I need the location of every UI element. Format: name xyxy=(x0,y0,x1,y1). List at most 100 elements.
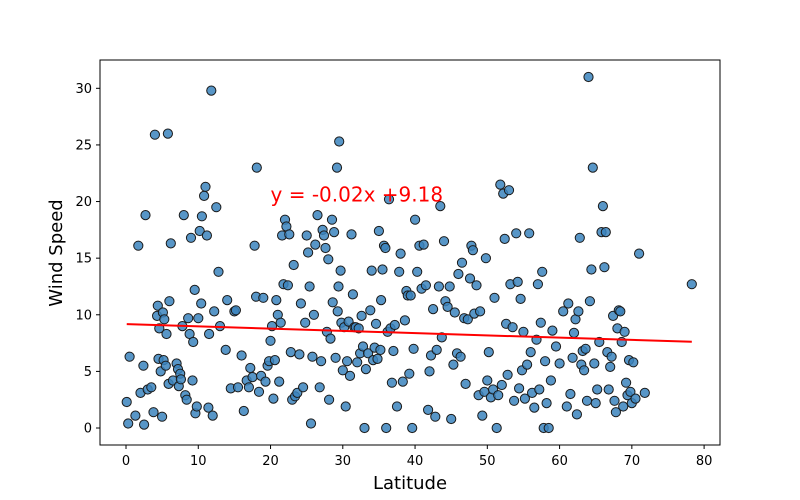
x-tick-label: 50 xyxy=(479,454,496,469)
data-point xyxy=(157,411,168,422)
data-point xyxy=(512,276,523,287)
data-point xyxy=(482,375,493,386)
data-point xyxy=(515,293,526,304)
data-point xyxy=(331,162,343,173)
data-point xyxy=(399,315,410,326)
data-point xyxy=(525,347,536,358)
data-point xyxy=(325,333,336,344)
data-point xyxy=(303,247,314,258)
data-point xyxy=(625,386,636,397)
data-point xyxy=(460,378,471,389)
data-point xyxy=(200,181,211,192)
data-point xyxy=(580,343,591,354)
data-point xyxy=(327,297,338,308)
data-point xyxy=(499,233,510,244)
data-point xyxy=(164,296,175,307)
data-point xyxy=(686,279,697,290)
data-point xyxy=(140,210,151,221)
regression-line xyxy=(126,323,692,343)
data-point xyxy=(610,407,622,418)
data-point xyxy=(579,365,590,376)
data-point xyxy=(265,335,276,346)
data-point xyxy=(597,201,609,212)
data-point xyxy=(621,377,632,388)
data-point xyxy=(193,313,204,324)
y-tick-label: 15 xyxy=(75,252,92,267)
data-point xyxy=(377,264,388,275)
data-point xyxy=(423,404,434,415)
data-point xyxy=(323,254,334,265)
data-point xyxy=(583,71,594,83)
data-point xyxy=(603,384,614,395)
data-point xyxy=(408,343,419,354)
data-point xyxy=(511,228,522,239)
data-point xyxy=(148,407,159,418)
data-point xyxy=(391,401,403,412)
data-point xyxy=(464,273,476,284)
data-point xyxy=(196,298,207,309)
data-point xyxy=(284,229,295,240)
data-point xyxy=(534,384,545,395)
data-point xyxy=(207,410,218,421)
data-point xyxy=(395,248,406,259)
y-tick-label: 10 xyxy=(75,308,92,323)
data-point xyxy=(449,307,460,318)
data-point xyxy=(196,211,207,222)
data-point xyxy=(380,242,391,254)
data-point xyxy=(342,356,353,367)
data-point xyxy=(152,300,163,311)
data-point xyxy=(318,230,330,241)
data-point xyxy=(139,419,150,430)
x-tick-label: 10 xyxy=(190,454,207,469)
data-point xyxy=(298,382,309,393)
y-tick-label: 20 xyxy=(75,195,92,210)
data-point xyxy=(253,386,265,397)
data-point xyxy=(480,253,491,264)
data-point xyxy=(444,281,455,292)
data-point xyxy=(146,382,157,393)
data-point xyxy=(199,190,210,201)
data-point xyxy=(203,402,214,413)
data-point xyxy=(329,227,340,238)
data-point xyxy=(130,410,141,421)
data-point xyxy=(347,289,358,300)
data-point xyxy=(455,351,466,362)
data-point xyxy=(388,345,399,357)
data-point xyxy=(412,266,423,277)
data-point xyxy=(275,317,286,328)
data-point xyxy=(435,201,446,212)
data-point xyxy=(316,356,327,367)
data-point xyxy=(514,383,525,394)
data-point xyxy=(258,292,269,303)
data-point xyxy=(356,310,367,321)
data-point xyxy=(185,232,197,243)
data-point xyxy=(541,398,552,409)
data-point xyxy=(493,390,504,401)
data-point xyxy=(518,326,529,337)
data-point xyxy=(201,230,212,241)
data-point xyxy=(326,214,338,225)
data-point xyxy=(366,265,377,276)
axes-frame xyxy=(99,59,721,446)
data-point xyxy=(404,368,415,379)
data-point xyxy=(628,357,639,368)
data-point xyxy=(260,376,271,387)
data-point xyxy=(442,301,453,312)
data-point xyxy=(251,162,262,173)
data-point xyxy=(590,398,601,409)
data-point xyxy=(124,351,135,362)
data-point xyxy=(446,413,457,425)
data-point xyxy=(222,295,233,306)
data-point xyxy=(606,351,617,362)
data-point xyxy=(175,374,186,385)
data-point xyxy=(462,314,473,325)
data-point xyxy=(191,401,202,412)
data-point xyxy=(209,306,220,317)
data-point xyxy=(496,379,507,391)
data-point xyxy=(133,240,144,251)
data-point xyxy=(346,229,357,240)
data-point xyxy=(383,194,395,205)
data-point xyxy=(206,85,217,96)
data-point xyxy=(294,349,305,360)
data-point xyxy=(532,279,544,290)
